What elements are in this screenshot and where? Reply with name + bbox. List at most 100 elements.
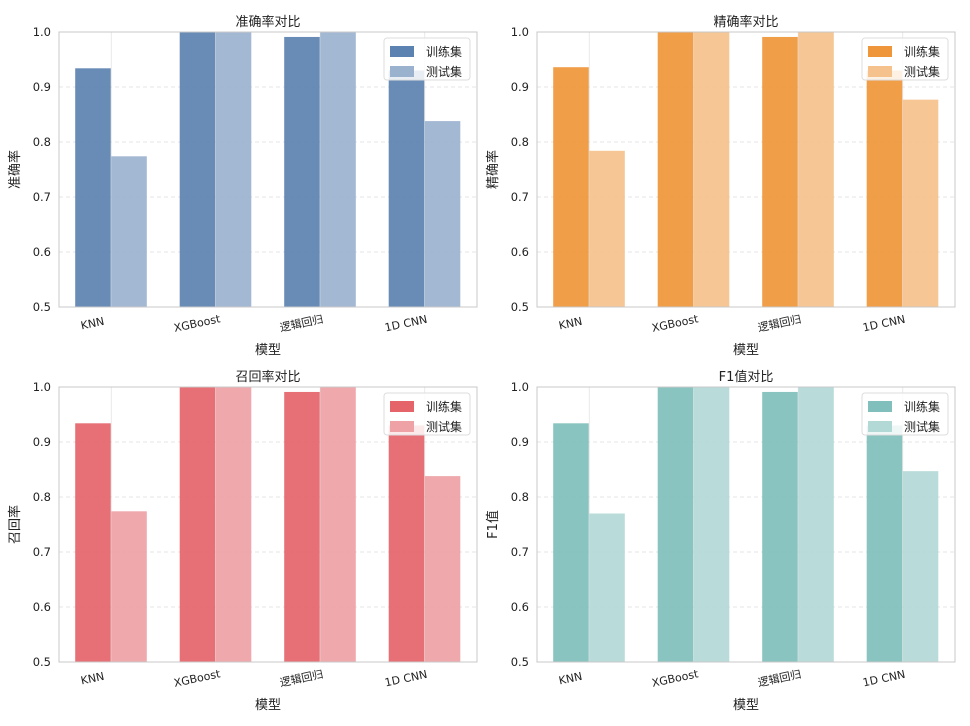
y-tick-label: 0.7 [511,545,529,559]
bar-训练集-1D CNN [388,70,425,307]
chart-title: 精确率对比 [713,14,778,30]
bar-训练集-XGBoost [657,387,694,662]
plot-frame [58,31,478,308]
y-tick-label: 0.6 [33,245,51,259]
y-tick-label: 0.7 [33,190,51,204]
legend-label: 测试集 [426,419,462,434]
y-axis-label: 精确率 [485,150,501,189]
x-tick-label: 逻辑回归 [756,667,802,690]
x-tick-label: KNN [80,670,106,688]
bar-测试集-逻辑回归 [320,32,356,307]
bar-测试集-逻辑回归 [798,387,834,662]
bar-训练集-KNN [553,423,589,662]
legend-swatch-训练集 [390,46,414,57]
x-tick-label: XGBoost [173,312,222,335]
x-tick-label: 逻辑回归 [278,667,324,690]
legend-swatch-训练集 [390,401,414,412]
bar-测试集-XGBoost [693,387,730,662]
x-axis-label: 模型 [733,343,759,358]
y-tick-label: 0.9 [511,80,529,94]
bar-测试集-1D CNN [902,99,939,308]
y-tick-label: 0.9 [33,80,51,94]
bar-训练集-XGBoost [179,32,216,307]
bar-训练集-1D CNN [388,425,425,662]
bar-测试集-XGBoost [215,32,252,307]
x-tick-label: 1D CNN [384,313,429,335]
y-tick-label: 0.7 [33,545,51,559]
x-tick-label: XGBoost [651,312,700,335]
y-tick-label: 0.5 [33,655,51,669]
x-axis-label: 模型 [255,343,281,358]
x-tick-label: KNN [80,315,106,333]
plot-frame [536,386,956,663]
x-tick-label: KNN [558,670,584,688]
legend-label: 训练集 [426,44,462,59]
x-tick-label: 1D CNN [862,668,907,690]
bar-测试集-XGBoost [693,32,730,307]
x-axis-label: 模型 [733,698,759,713]
chart-title: 准确率对比 [235,14,300,30]
x-tick-label: 逻辑回归 [278,312,324,335]
legend-swatch-测试集 [868,66,892,77]
y-tick-label: 0.7 [511,190,529,204]
legend-swatch-测试集 [868,421,892,432]
x-tick-label: 逻辑回归 [756,312,802,335]
y-tick-label: 1.0 [33,380,51,394]
bar-测试集-XGBoost [215,387,252,662]
bar-训练集-XGBoost [657,32,694,307]
legend-label: 训练集 [426,399,462,414]
y-tick-label: 0.8 [33,490,51,504]
y-tick-label: 0.5 [511,300,529,314]
y-tick-label: 0.5 [511,655,529,669]
y-tick-label: 0.9 [33,435,51,449]
chart-panel-1: 0.5 0.6 0.7 0.8 0.9 1.0 KNN XGBoost 逻辑回归 1D CNN 精确… [485,14,956,358]
bar-测试集-1D CNN [424,476,461,662]
chart-panel-3: 0.5 0.6 0.7 0.8 0.9 1.0 KNN XGBoost 逻辑回归 1D CNN F1… [485,369,956,713]
bar-训练集-逻辑回归 [284,391,320,662]
bar-测试集-KNN [589,150,625,307]
bar-训练集-KNN [553,67,589,307]
bar-训练集-XGBoost [179,387,216,662]
bar-测试集-1D CNN [424,121,461,307]
bar-测试集-KNN [111,156,147,307]
y-tick-label: 0.8 [511,490,529,504]
y-tick-label: 0.6 [33,600,51,614]
chart-title: 召回率对比 [235,369,300,385]
chart-title: F1值对比 [719,369,774,385]
legend-swatch-测试集 [390,66,414,77]
legend-label: 测试集 [426,64,462,79]
bar-训练集-KNN [75,68,111,307]
y-tick-label: 0.9 [511,435,529,449]
x-tick-label: XGBoost [173,667,222,690]
y-axis-label: 准确率 [7,150,23,189]
legend-label: 训练集 [904,44,940,59]
bar-测试集-逻辑回归 [320,387,356,662]
bar-测试集-逻辑回归 [798,32,834,307]
y-axis-label: F1值 [485,510,501,539]
legend-label: 测试集 [904,64,940,79]
bar-训练集-逻辑回归 [762,36,798,307]
plot-frame [58,386,478,663]
bar-训练集-逻辑回归 [284,36,320,307]
bar-测试集-KNN [589,513,625,662]
bar-训练集-逻辑回归 [762,391,798,662]
bar-训练集-1D CNN [866,70,903,307]
x-tick-label: XGBoost [651,667,700,690]
y-tick-label: 0.6 [511,600,529,614]
x-tick-label: 1D CNN [862,313,907,335]
x-tick-label: KNN [558,315,584,333]
bar-测试集-KNN [111,511,147,662]
y-axis-label: 召回率 [7,505,23,544]
legend-label: 测试集 [904,419,940,434]
y-tick-label: 0.6 [511,245,529,259]
x-tick-label: 1D CNN [384,668,429,690]
plot-frame [536,31,956,308]
legend-swatch-训练集 [868,401,892,412]
legend-swatch-测试集 [390,421,414,432]
legend-label: 训练集 [904,399,940,414]
